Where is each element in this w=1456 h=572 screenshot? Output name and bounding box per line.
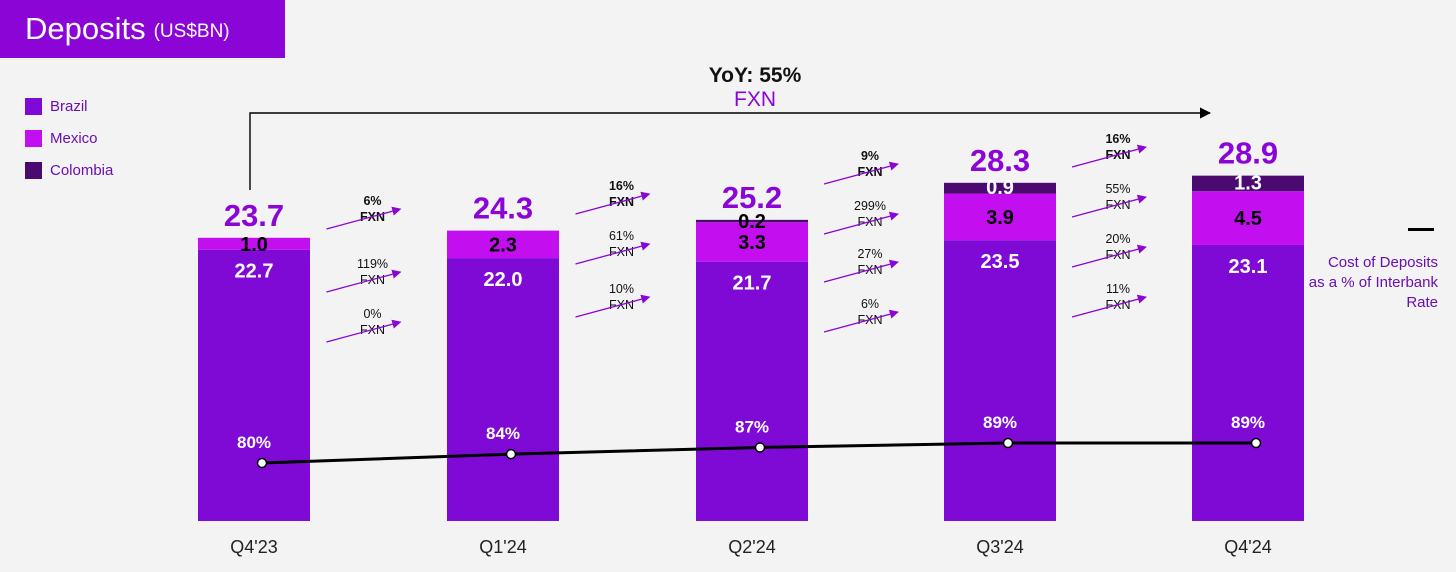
growth-arrow (1071, 294, 1147, 318)
growth-label: 119% (357, 257, 388, 271)
tick-label: Q1'24 (479, 537, 526, 557)
growth-arrow (823, 211, 899, 235)
legend: Brazil Mexico Colombia (25, 90, 113, 186)
growth-label: 61% (609, 229, 634, 243)
growth-arrow (1071, 194, 1147, 218)
growth-label: 16% (1105, 132, 1130, 146)
growth-arrow (326, 319, 402, 343)
legend-item-mexico: Mexico (25, 122, 113, 154)
legend-item-colombia: Colombia (25, 154, 113, 186)
growth-arrow (1071, 144, 1147, 168)
bar-brazil (198, 249, 310, 522)
growth-label: 10% (609, 282, 634, 296)
growth-label: 6% (861, 297, 879, 311)
growth-arrow (326, 269, 402, 293)
line-point (754, 442, 766, 453)
bar-brazil (447, 258, 559, 521)
growth-label: 9% (861, 149, 879, 163)
tick-label: Q3'24 (976, 537, 1023, 557)
growth-arrow (1071, 244, 1147, 268)
growth-label: 20% (1105, 232, 1130, 246)
growth-label: 11% (1106, 282, 1130, 296)
growth-label: 27% (857, 247, 882, 261)
legend-swatch-colombia (25, 161, 42, 179)
bar-colombia (1192, 175, 1304, 192)
legend-swatch-mexico (25, 129, 42, 147)
total-label: 24.3 (473, 191, 533, 226)
growth-arrow (823, 161, 899, 185)
legend-label-mexico: Mexico (50, 129, 98, 147)
growth-arrow (575, 241, 651, 265)
legend-swatch-brazil (25, 97, 42, 115)
line-point-label: 84% (486, 424, 520, 443)
line-point (505, 448, 517, 460)
growth-label: 16% (609, 179, 634, 193)
bar-mexico (1192, 191, 1304, 245)
line-point-label: 87% (735, 417, 769, 436)
total-label: 23.7 (224, 198, 284, 233)
growth-arrow (575, 191, 651, 215)
total-label: 28.3 (970, 143, 1030, 178)
line-point-label: 89% (983, 413, 1017, 432)
data-label: 22.7 (235, 261, 274, 283)
growth-arrow (823, 309, 899, 333)
total-label: 25.2 (722, 180, 782, 215)
growth-label: 0% (363, 307, 381, 321)
legend-label-brazil: Brazil (50, 97, 88, 115)
data-label: 3.9 (986, 207, 1014, 229)
bar-colombia (696, 219, 808, 223)
data-label: 21.7 (733, 273, 772, 295)
growth-label: 6% (363, 194, 381, 208)
growth-label: 55% (1105, 182, 1130, 196)
growth-label: 299% (854, 199, 886, 213)
bar-brazil (944, 240, 1056, 522)
data-label: 0.2 (738, 211, 766, 233)
legend-label-colombia: Colombia (50, 161, 114, 179)
line-point (1250, 437, 1262, 449)
bar-brazil (1192, 244, 1304, 521)
data-label: 4.5 (1234, 208, 1262, 230)
bar-brazil (696, 261, 808, 521)
growth-arrow (823, 259, 899, 283)
data-label: 1.3 (1234, 172, 1262, 194)
title-main: Deposits (25, 11, 146, 46)
yoy-arrow (249, 107, 1212, 190)
data-label: 23.5 (981, 251, 1020, 273)
bar-mexico (944, 193, 1056, 241)
line-point (256, 457, 268, 469)
title-unit: (US$BN) (153, 21, 230, 42)
page-title: Deposits (US$BN) (0, 0, 285, 58)
line-legend-swatch (1408, 228, 1434, 231)
tick-label: Q4'24 (1224, 537, 1271, 557)
yoy-label: YoY: 55% (709, 64, 802, 87)
tick-label: Q4'23 (230, 537, 277, 557)
bar-mexico (696, 222, 808, 262)
bar-colombia (944, 182, 1056, 194)
data-label: 23.1 (1229, 256, 1268, 278)
yoy-sub-label: FXN (734, 88, 776, 111)
line-legend: Cost of Deposits as a % of Interbank Rat… (1308, 228, 1438, 313)
line-legend-label: Cost of Deposits as a % of Interbank Rat… (1308, 254, 1438, 311)
data-label: 3.3 (738, 232, 766, 254)
data-label: 2.3 (489, 234, 517, 256)
bar-mexico (447, 230, 559, 259)
line-point (1002, 437, 1014, 449)
total-label: 28.9 (1218, 136, 1278, 171)
growth-arrow (326, 206, 402, 230)
legend-item-brazil: Brazil (25, 90, 113, 122)
line-point-label: 80% (237, 433, 271, 452)
tick-label: Q2'24 (728, 537, 775, 557)
data-label: 1.0 (240, 234, 268, 256)
data-label: 22.0 (484, 269, 523, 291)
bar-mexico (198, 237, 310, 250)
line-point-label: 89% (1231, 413, 1265, 432)
data-label: 0.9 (986, 177, 1014, 199)
growth-arrow (575, 294, 651, 318)
